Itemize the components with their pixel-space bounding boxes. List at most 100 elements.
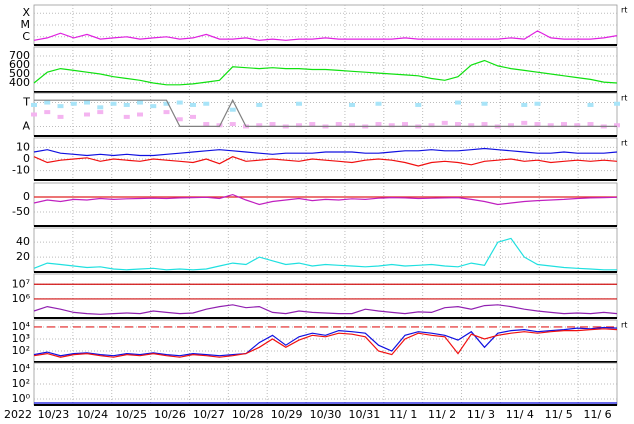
data-point: [256, 123, 263, 128]
data-point: [349, 102, 355, 107]
y-tick-label: 20: [16, 250, 30, 263]
data-line: [34, 98, 617, 127]
data-point: [534, 101, 541, 106]
data-point: [402, 122, 408, 127]
data-point: [163, 110, 170, 115]
data-point: [375, 122, 382, 127]
data-line: [33, 193, 618, 206]
data-point: [587, 102, 594, 107]
data-point: [70, 101, 77, 106]
y-tick-label: 10⁰: [12, 392, 31, 405]
y-tick-label: -50: [12, 205, 30, 218]
x-tick-label: 11/ 5: [545, 408, 573, 421]
data-point: [547, 123, 554, 128]
data-point: [455, 122, 461, 127]
y-tick-label: 10²: [12, 377, 30, 390]
data-point: [534, 122, 541, 127]
data-point: [574, 123, 581, 128]
x-tick-label: 10/26: [154, 408, 186, 421]
data-point: [176, 100, 183, 105]
panel-note: rt: [621, 94, 627, 103]
data-line: [33, 59, 618, 86]
data-point: [229, 107, 236, 112]
data-line: [33, 147, 618, 157]
data-point: [468, 123, 475, 128]
data-point: [269, 122, 276, 127]
data-point: [84, 100, 90, 105]
data-point: [415, 102, 422, 107]
data-point: [176, 117, 183, 122]
data-point: [256, 102, 263, 107]
data-point: [137, 100, 143, 105]
x-tick-label: 10/27: [193, 408, 225, 421]
data-point: [57, 114, 64, 119]
x-tick-label: 11/ 1: [389, 408, 417, 421]
y-tick-label: 10⁷: [12, 277, 30, 290]
data-point: [521, 102, 528, 107]
data-point: [97, 105, 104, 110]
y-tick-label: 600: [9, 58, 30, 71]
data-line: [33, 237, 617, 271]
y-tick-label: A: [22, 119, 30, 132]
y-tick-label: X: [22, 6, 30, 19]
data-point: [614, 123, 620, 128]
data-point: [587, 122, 594, 127]
data-point: [508, 123, 514, 128]
data-point: [97, 110, 104, 115]
panel-note: rt: [621, 6, 627, 15]
data-point: [335, 122, 342, 127]
data-point: [296, 123, 302, 128]
panel-note: rt: [621, 321, 627, 330]
data-point: [481, 122, 488, 127]
data-point: [84, 112, 90, 117]
data-point: [44, 100, 51, 105]
data-point: [455, 100, 461, 105]
x-tick-label: 11/ 3: [467, 408, 495, 421]
data-line: [33, 326, 618, 357]
data-line: [33, 304, 618, 315]
data-point: [229, 122, 236, 127]
data-line: [33, 30, 618, 41]
data-point: [481, 101, 488, 106]
y-tick-label: 10⁴: [12, 320, 31, 333]
data-point: [163, 101, 170, 106]
year-label: 2022: [4, 408, 32, 421]
x-tick-label: 11/ 2: [428, 408, 456, 421]
y-tick-label: -10: [12, 164, 30, 177]
data-point: [190, 114, 196, 119]
y-tick-label: T: [22, 96, 30, 109]
y-tick-label: 40: [16, 235, 30, 248]
data-point: [203, 122, 210, 127]
data-point: [375, 101, 382, 106]
data-point: [441, 120, 448, 125]
data-point: [123, 114, 130, 119]
y-tick-label: 500: [9, 67, 30, 80]
x-tick-label: 10/31: [349, 408, 381, 421]
y-tick-label: 400: [9, 76, 30, 89]
data-point: [190, 102, 196, 107]
data-point: [521, 120, 528, 125]
data-line: [33, 156, 618, 167]
panel-note: rt: [621, 139, 627, 148]
x-tick-label: 10/24: [76, 408, 108, 421]
y-tick-label: 10²: [12, 344, 30, 357]
y-tick-label: C: [22, 30, 30, 43]
y-tick-label: 700: [9, 49, 30, 62]
data-point: [428, 123, 435, 128]
data-point: [203, 101, 210, 106]
x-tick-label: 10/29: [271, 408, 303, 421]
data-point: [296, 101, 302, 106]
y-tick-label: 10⁶: [12, 292, 31, 305]
y-tick-label: 10: [16, 140, 30, 153]
y-tick-label: M: [21, 18, 31, 31]
data-point: [349, 123, 355, 128]
x-tick-label: 10/23: [38, 408, 70, 421]
data-point: [137, 112, 143, 117]
y-tick-label: 0: [23, 152, 30, 165]
x-tick-label: 11/ 6: [583, 408, 611, 421]
y-tick-label: 0: [23, 190, 30, 203]
data-point: [31, 112, 37, 117]
y-tick-label: 10³: [12, 332, 30, 345]
data-point: [388, 123, 395, 128]
data-point: [309, 122, 316, 127]
